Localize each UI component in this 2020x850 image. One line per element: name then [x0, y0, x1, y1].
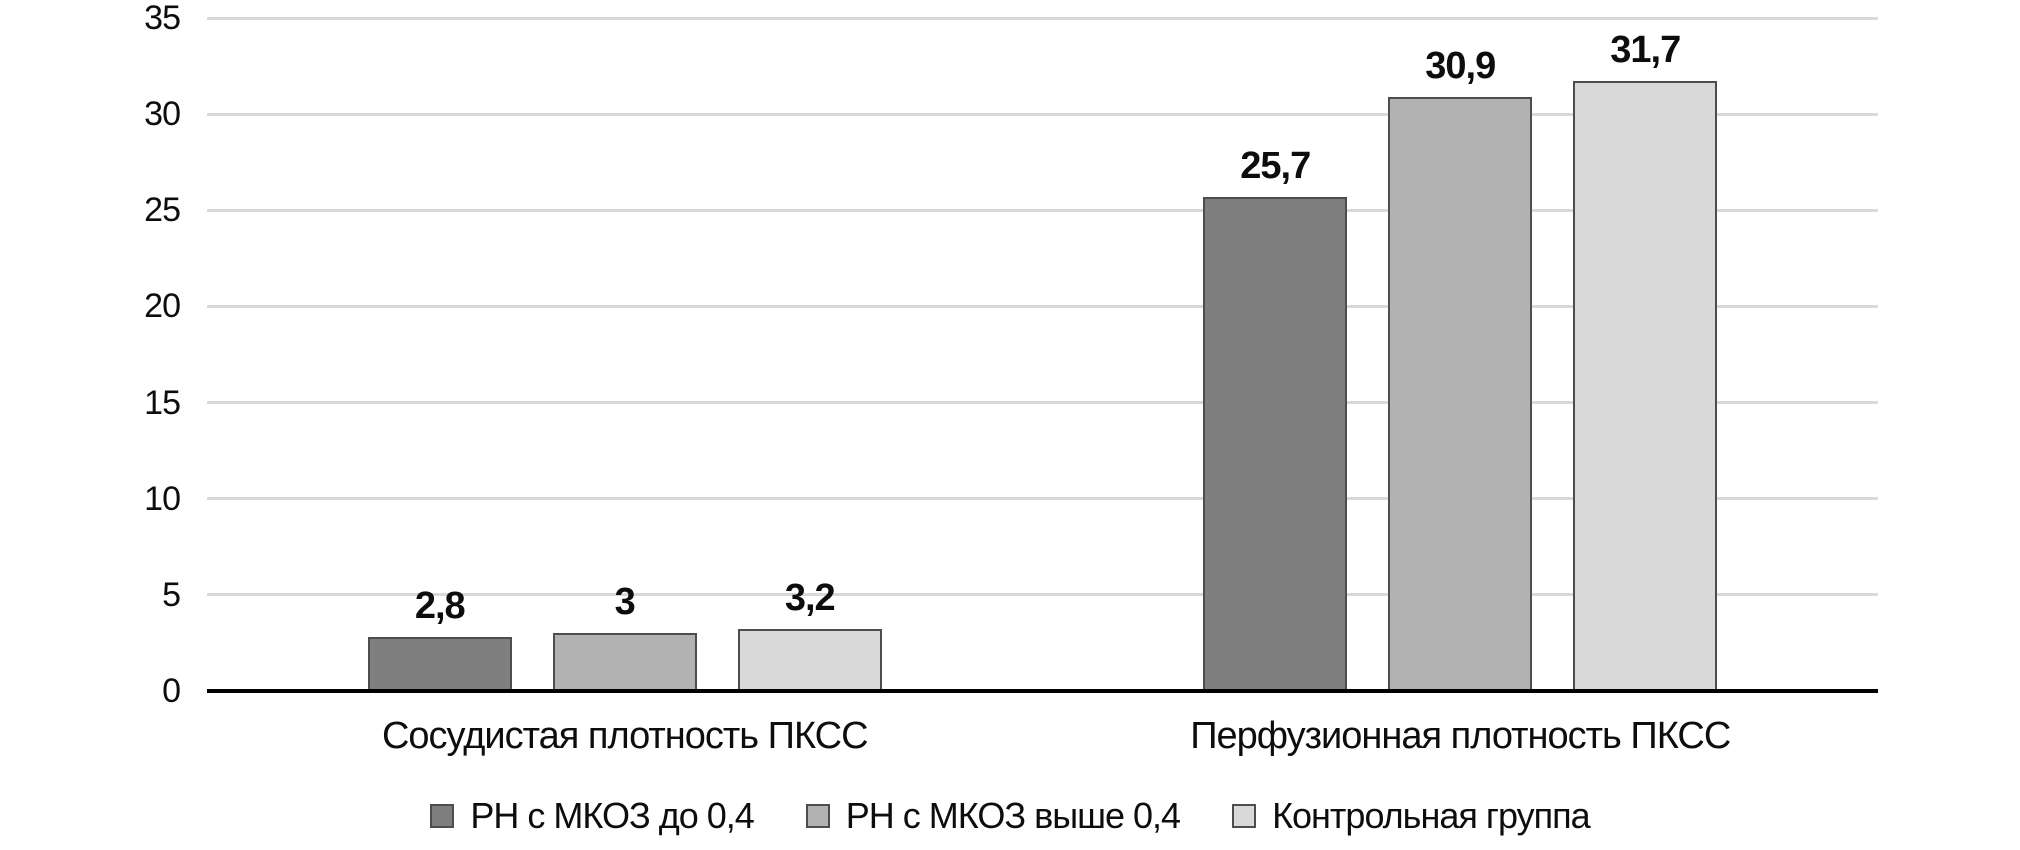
- y-tick-label-35: 35: [144, 0, 181, 37]
- chart-legend: РН с МКОЗ до 0,4 РН с МКОЗ выше 0,4 Контро…: [0, 798, 2020, 834]
- bar-РН с МКОЗ до 0,4-Сосудистая плотность ПКСС: [367, 637, 512, 693]
- gridline-5: [207, 593, 1878, 597]
- y-tick-label-25: 25: [144, 191, 181, 230]
- y-tick-label-15: 15: [144, 383, 181, 422]
- bar-value-label: 2,8: [414, 585, 466, 628]
- legend-item-1: РН с МКОЗ до 0,4: [430, 795, 755, 836]
- y-tick-label-5: 5: [162, 575, 181, 614]
- y-tick-label-30: 30: [144, 95, 181, 134]
- bar-value-label: 31,7: [1610, 29, 1681, 72]
- bar-value-label: 3,2: [784, 577, 836, 620]
- legend-label: РН с МКОЗ выше 0,4: [845, 795, 1181, 836]
- y-tick-label-20: 20: [144, 287, 181, 326]
- gridline-35: [207, 16, 1878, 20]
- legend-swatch-icon: [430, 804, 455, 828]
- gridline-30: [207, 112, 1878, 116]
- bar-value-label: 3: [614, 581, 636, 624]
- y-tick-label-0: 0: [162, 672, 181, 710]
- y-tick-label-10: 10: [144, 479, 181, 518]
- legend-label: Контрольная группа: [1272, 795, 1591, 836]
- bar-РН с МКОЗ до 0,4-Перфузионная плотность ПКСС: [1203, 196, 1348, 693]
- legend-swatch-icon: [805, 804, 830, 828]
- x-axis-line: [207, 689, 1878, 693]
- bar-РН с МКОЗ выше 0,4-Перфузионная плотность ПКСС: [1388, 96, 1533, 693]
- bar-Контрольная группа-Перфузионная плотность ПКСС: [1573, 81, 1718, 693]
- legend-item-3: Контрольная группа: [1232, 795, 1591, 836]
- legend-item-2: РН с МКОЗ выше 0,4: [805, 795, 1181, 836]
- bar-Контрольная группа-Сосудистая плотность ПКСС: [737, 629, 882, 693]
- legend-swatch-icon: [1232, 804, 1257, 828]
- bar-value-label: 25,7: [1240, 144, 1311, 187]
- gridline-15: [207, 401, 1878, 405]
- category-label: Сосудистая плотность ПКСС: [381, 715, 869, 757]
- gridline-25: [207, 208, 1878, 212]
- gridline-20: [207, 304, 1878, 308]
- category-label: Перфузионная плотность ПКСС: [1190, 715, 1731, 757]
- gridline-10: [207, 497, 1878, 501]
- bar-value-label: 30,9: [1425, 44, 1496, 87]
- bar-РН с МКОЗ выше 0,4-Сосудистая плотность ПКСС: [552, 633, 697, 693]
- legend-label: РН с МКОЗ до 0,4: [470, 795, 754, 836]
